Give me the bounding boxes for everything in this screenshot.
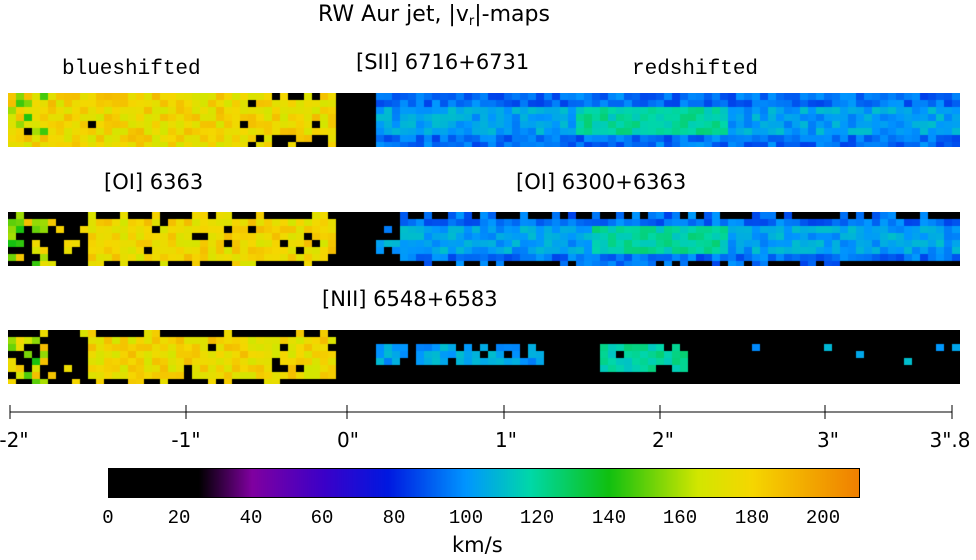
colorbar-tick: 0 [102,507,114,529]
axis-tick: -2" [0,428,29,452]
colorbar-tick: 200 [805,507,841,529]
label-blueshifted: blueshifted [62,58,201,81]
oi-map [8,212,960,266]
axis-tick: 3".8 [929,428,971,452]
colorbar-tick: 180 [734,507,770,529]
label-redshifted: redshifted [632,58,759,81]
label-oi-6300: [OI] 6300+6363 [516,170,687,194]
position-axis [9,405,953,419]
colorbar-tick: 60 [310,507,334,529]
colorbar-tick: 80 [382,507,406,529]
figure-title: RW Aur jet, |vr|-maps [318,2,550,29]
colorbar-tick: 100 [448,507,484,529]
sii-map [8,93,960,147]
axis-tick: 3" [817,428,839,452]
label-nii: [NII] 6548+6583 [322,287,498,311]
colorbar-tick: 160 [662,507,698,529]
axis-tick: 0" [337,428,359,452]
axis-tick: 1" [495,428,517,452]
colorbar-tick: 20 [167,507,191,529]
colorbar [108,468,860,498]
colorbar-tick: 40 [239,507,263,529]
axis-tick: -1" [171,428,201,452]
colorbar-tick: 120 [519,507,555,529]
colorbar-tick: 140 [591,507,627,529]
label-oi-6363: [OI] 6363 [104,170,204,194]
nii-map [8,330,960,384]
colorbar-unit: km/s [452,533,503,557]
axis-tick: 2" [652,428,674,452]
label-sii: [SII] 6716+6731 [356,50,530,74]
